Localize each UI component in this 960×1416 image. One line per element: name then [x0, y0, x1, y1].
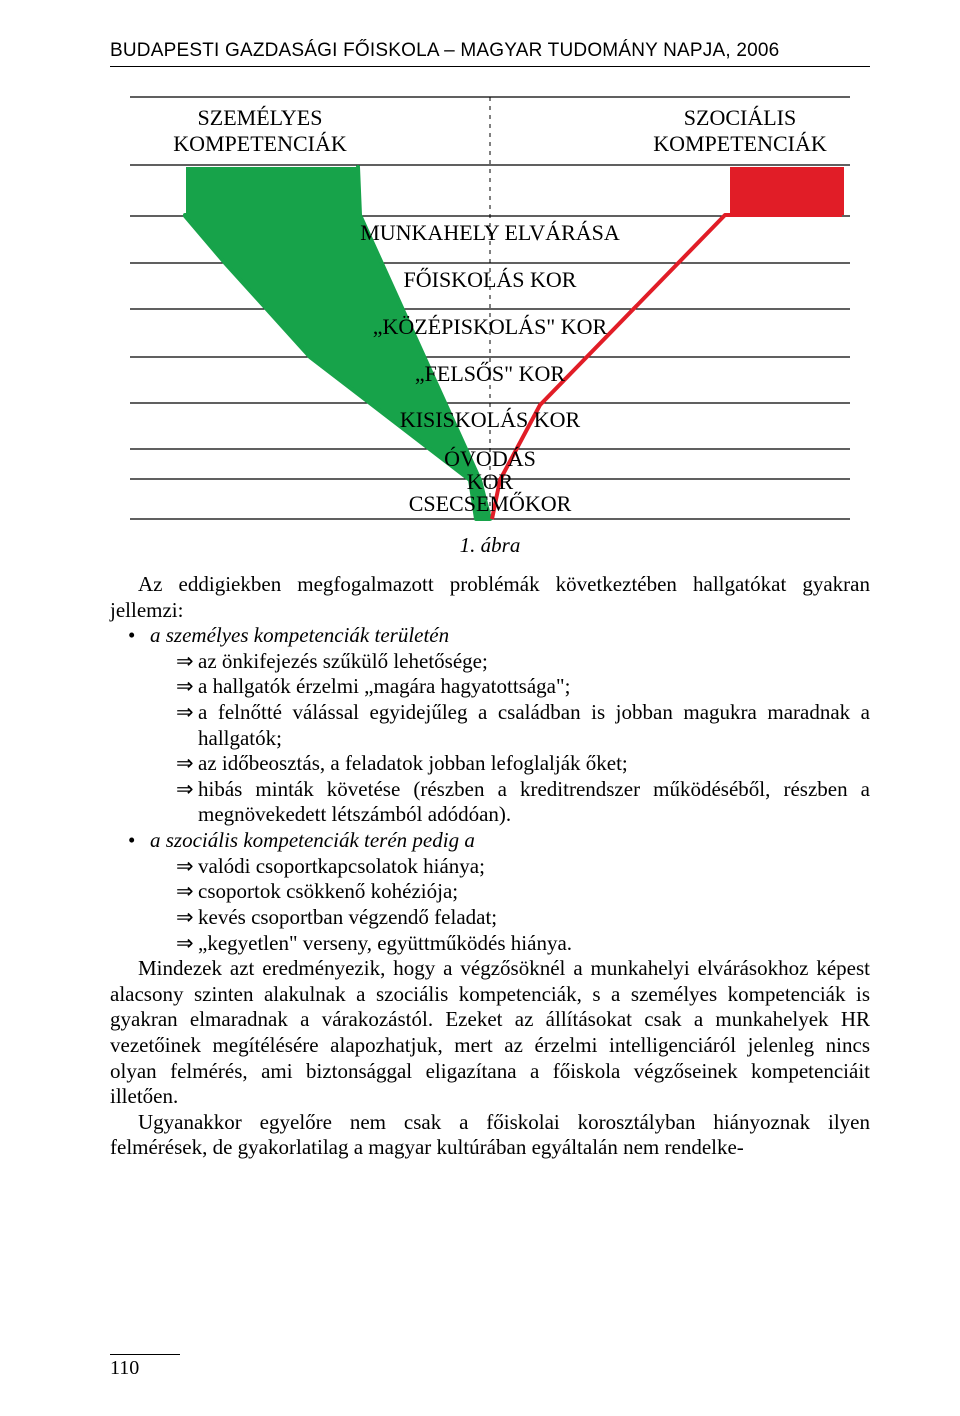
- sub-list-personal: az önkifejezés szűkülő lehetősége;a hall…: [176, 649, 870, 828]
- sub-item: hibás minták követése (részben a kreditr…: [176, 777, 870, 828]
- paragraph: Mindezek azt eredményezik, hogy a végzős…: [110, 956, 870, 1110]
- svg-text:SZEMÉLYES: SZEMÉLYES: [198, 105, 323, 130]
- bullet-lead: a személyes kompetenciák területén: [150, 623, 449, 647]
- footer-rule: [110, 1354, 180, 1355]
- svg-text:MUNKAHELY ELVÁRÁSA: MUNKAHELY ELVÁRÁSA: [360, 220, 620, 245]
- page-number: 110: [110, 1357, 139, 1379]
- page: BUDAPESTI GAZDASÁGI FŐISKOLA – MAGYAR TU…: [0, 0, 960, 1416]
- sub-item: az időbeosztás, a feladatok jobban lefog…: [176, 751, 870, 777]
- sub-item: kevés csoportban végzendő feladat;: [176, 905, 870, 931]
- sub-item: „kegyetlen" verseny, együttműködés hiány…: [176, 931, 870, 957]
- svg-text:KOMPETENCIÁK: KOMPETENCIÁK: [653, 131, 827, 156]
- svg-text:„FELSŐS" KOR: „FELSŐS" KOR: [415, 361, 565, 386]
- running-head: BUDAPESTI GAZDASÁGI FŐISKOLA – MAGYAR TU…: [110, 40, 870, 62]
- sub-item: a felnőtté válással egyidejűleg a család…: [176, 700, 870, 751]
- body-text: Az eddigiekben megfogalmazott problémák …: [110, 572, 870, 1161]
- sub-item: valódi csoportkapcsolatok hiánya;: [176, 854, 870, 880]
- bullet-lead: a szociális kompetenciák terén pedig a: [150, 828, 475, 852]
- page-footer: 110: [110, 1354, 870, 1380]
- svg-text:„KÖZÉPISKOLÁS" KOR: „KÖZÉPISKOLÁS" KOR: [373, 314, 608, 339]
- head-rule: [110, 66, 870, 67]
- sub-list-social: valódi csoportkapcsolatok hiánya;csoport…: [176, 854, 870, 956]
- svg-text:ÓVODÁS: ÓVODÁS: [444, 446, 536, 471]
- bullet-item-social: a szociális kompetenciák terén pedig a v…: [136, 828, 870, 956]
- intro-paragraph: Az eddigiekben megfogalmazott problémák …: [110, 572, 870, 623]
- competency-diagram: SZEMÉLYESKOMPETENCIÁKSZOCIÁLISKOMPETENCI…: [120, 85, 860, 525]
- sub-item: csoportok csökkenő kohéziója;: [176, 879, 870, 905]
- sub-item: az önkifejezés szűkülő lehetősége;: [176, 649, 870, 675]
- svg-text:CSECSEMŐKOR: CSECSEMŐKOR: [409, 491, 572, 516]
- figure-caption: 1. ábra: [110, 533, 870, 558]
- paragraph: Ugyanakkor egyelőre nem csak a főiskolai…: [110, 1110, 870, 1161]
- bullet-item-personal: a személyes kompetenciák területén az ön…: [136, 623, 870, 828]
- sub-item: a hallgatók érzelmi „magára hagyatottság…: [176, 674, 870, 700]
- svg-text:SZOCIÁLIS: SZOCIÁLIS: [684, 105, 796, 130]
- svg-text:KISISKOLÁS KOR: KISISKOLÁS KOR: [400, 407, 581, 432]
- svg-text:KOMPETENCIÁK: KOMPETENCIÁK: [173, 131, 347, 156]
- svg-text:FŐISKOLÁS KOR: FŐISKOLÁS KOR: [404, 267, 577, 292]
- bullet-list: a személyes kompetenciák területén az ön…: [136, 623, 870, 956]
